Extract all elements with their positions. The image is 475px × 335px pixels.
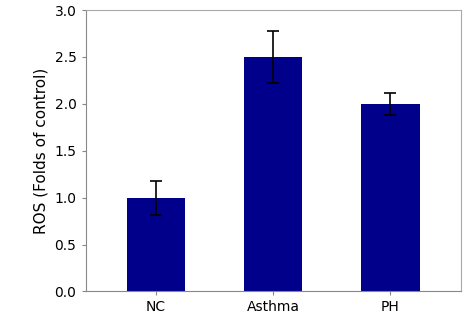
Bar bbox=[361, 104, 420, 291]
Bar bbox=[244, 57, 303, 291]
Y-axis label: ROS (Folds of control): ROS (Folds of control) bbox=[34, 68, 49, 234]
Bar bbox=[126, 198, 185, 291]
